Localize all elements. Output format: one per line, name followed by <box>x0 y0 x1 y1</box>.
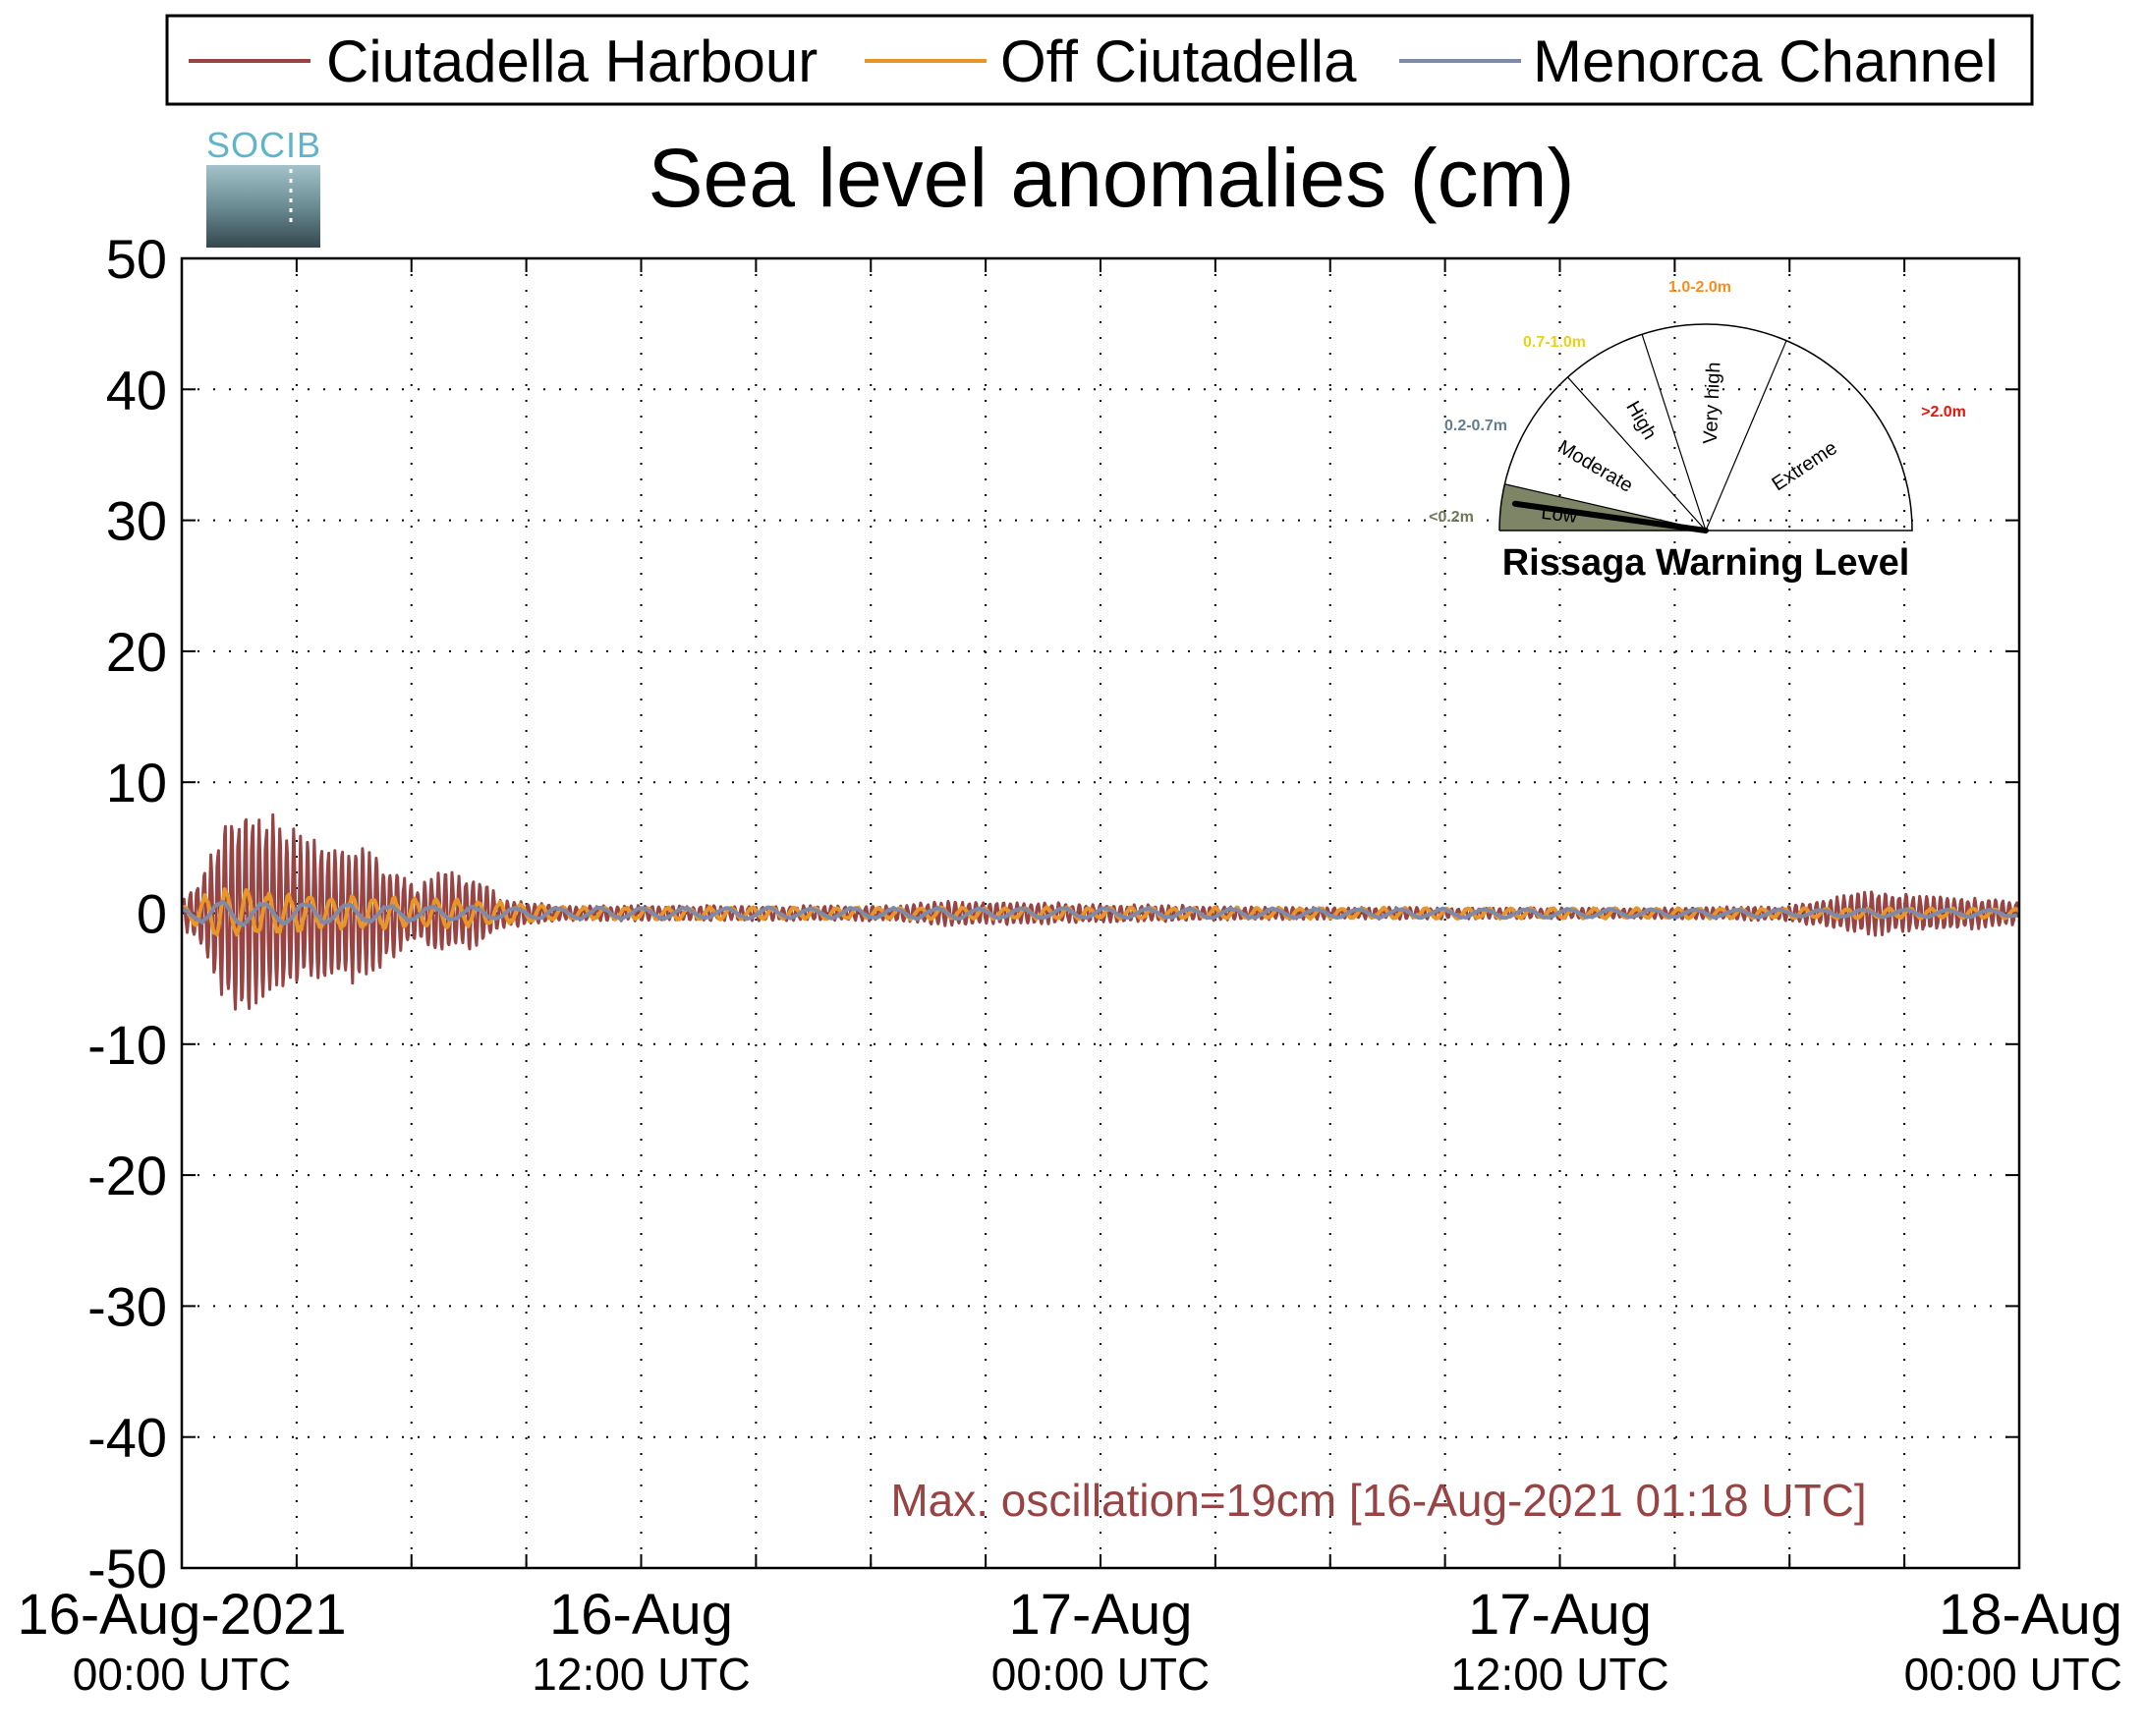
x-tick-label-time: 00:00 UTC <box>1904 1649 2122 1700</box>
socib-logo-text: SOCIB <box>206 125 321 165</box>
legend-label-menorca-channel: Menorca Channel <box>1533 28 1999 94</box>
x-tick-label-time: 00:00 UTC <box>991 1649 1210 1700</box>
x-tick-label-date: 17-Aug <box>1468 1583 1652 1647</box>
y-tick-label: 0 <box>137 883 167 945</box>
plot-frame <box>180 256 2021 1570</box>
x-tick-label-date: 16-Aug <box>549 1583 733 1647</box>
y-tick-label: 10 <box>106 752 167 813</box>
legend-label-off-ciutadella: Off Ciutadella <box>1000 28 1357 94</box>
y-tick-label: 40 <box>106 359 167 420</box>
gauge-level-label: Very high <box>1700 362 1725 444</box>
gauge-divider <box>1567 376 1707 532</box>
gauge-divider <box>1641 334 1707 532</box>
gauge-range-label: 0.2-0.7m <box>1444 418 1507 434</box>
x-tick-label-date: 18-Aug <box>1939 1583 2122 1647</box>
gauge-divider <box>1705 340 1787 532</box>
y-tick-label: -50 <box>87 1538 167 1599</box>
chart-title: Sea level anomalies (cm) <box>648 132 1574 224</box>
series-line-menorca-channel <box>182 900 2018 927</box>
gauge-outline <box>1498 323 1913 532</box>
y-tick-label: 50 <box>106 228 167 290</box>
gauge-divider <box>1504 483 1707 532</box>
y-tick-label: -20 <box>87 1145 167 1206</box>
data-series <box>182 812 2019 1011</box>
y-tick-label: 30 <box>106 490 167 552</box>
gauge-range-label: 1.0-2.0m <box>1668 279 1731 296</box>
y-tick-label: -10 <box>87 1014 167 1076</box>
x-tick-label-date: 17-Aug <box>1008 1583 1192 1647</box>
gauge-range-label: >2.0m <box>1921 404 1966 420</box>
gauge-range-label: <0.2m <box>1429 509 1474 526</box>
x-tick-label-time: 12:00 UTC <box>532 1649 750 1700</box>
x-tick-label-time: 00:00 UTC <box>73 1649 291 1700</box>
legend-label-ciutadella-harbour: Ciutadella Harbour <box>326 28 818 94</box>
y-tick-label: -30 <box>87 1275 167 1337</box>
socib-logo: SOCIB <box>206 125 321 248</box>
socib-logo-block <box>206 165 320 248</box>
y-tick-labels: 50 40 30 20 10 0 -10 -20 -30 -40 -50 <box>87 228 167 1599</box>
series-line-ciutadella-harbour <box>182 812 2019 1011</box>
gauge-level-label: Low <box>1540 502 1578 528</box>
x-tick-label-time: 12:00 UTC <box>1450 1649 1668 1700</box>
legend: Ciutadella Harbour Off Ciutadella Menorc… <box>165 14 2034 106</box>
legend-frame <box>165 14 2034 106</box>
y-tick-label: -40 <box>87 1407 167 1469</box>
x-tick-label-date: 16-Aug-2021 <box>17 1583 346 1647</box>
gauge-title: Rissaga Warning Level <box>1502 542 1910 584</box>
gauge-needle <box>1511 500 1709 533</box>
gauge-range-label: 0.7-1.0m <box>1523 334 1586 351</box>
max-oscillation-annotation: Max. oscillation=19cm [16-Aug-2021 01:18… <box>890 1475 1866 1526</box>
y-tick-label: 20 <box>106 621 167 683</box>
